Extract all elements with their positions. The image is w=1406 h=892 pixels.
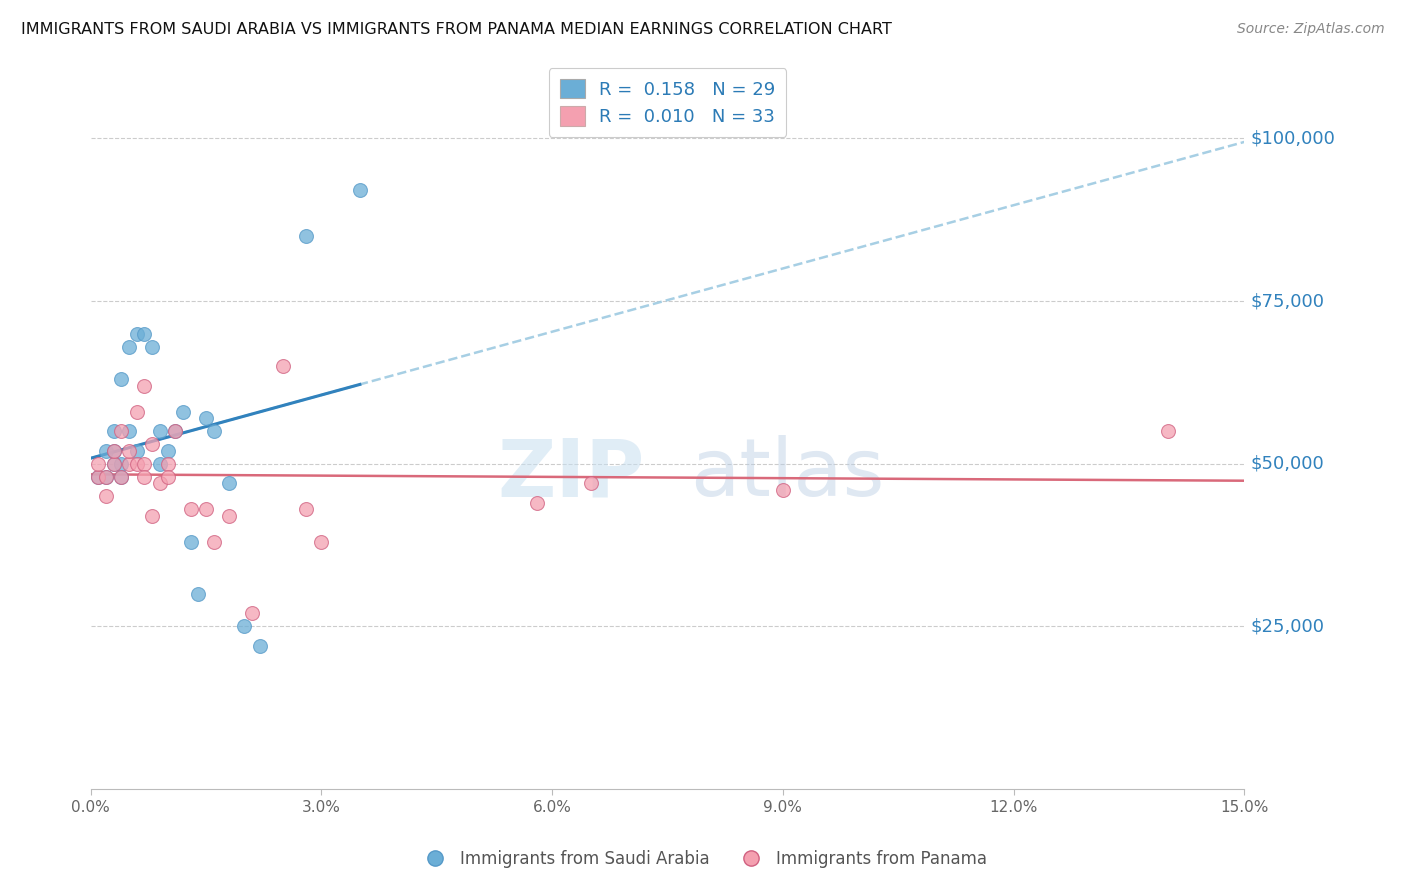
Point [526,496,548,510]
Point [249,639,271,653]
Point [94,469,117,483]
Point [134,378,156,392]
Point [195,502,218,516]
Point [87,469,110,483]
Point [349,183,371,197]
Point [218,508,240,523]
Point [110,469,132,483]
Point [218,476,240,491]
Point [772,483,794,497]
Point [134,469,156,483]
Point [103,443,125,458]
Point [87,457,110,471]
Point [156,469,179,483]
Point [311,534,333,549]
Point [165,424,187,438]
Text: $50,000: $50,000 [1250,455,1324,473]
Point [125,405,148,419]
Point [180,502,202,516]
Legend: Immigrants from Saudi Arabia, Immigrants from Panama: Immigrants from Saudi Arabia, Immigrants… [412,844,994,875]
Point [172,405,194,419]
Point [103,457,125,471]
Text: ZIP: ZIP [498,435,644,513]
Point [271,359,294,373]
Point [202,534,225,549]
Point [110,457,132,471]
Text: $25,000: $25,000 [1250,617,1324,635]
Point [141,508,163,523]
Point [94,469,117,483]
Point [195,411,218,425]
Point [149,457,172,471]
Point [118,340,141,354]
Point [125,326,148,341]
Text: $100,000: $100,000 [1250,129,1336,147]
Point [134,326,156,341]
Point [87,469,110,483]
Point [103,443,125,458]
Point [118,457,141,471]
Point [134,457,156,471]
Point [118,424,141,438]
Point [156,443,179,458]
Point [187,587,209,601]
Point [125,443,148,458]
Point [202,424,225,438]
Point [118,443,141,458]
Point [141,437,163,451]
Text: Source: ZipAtlas.com: Source: ZipAtlas.com [1237,22,1385,37]
Text: IMMIGRANTS FROM SAUDI ARABIA VS IMMIGRANTS FROM PANAMA MEDIAN EARNINGS CORRELATI: IMMIGRANTS FROM SAUDI ARABIA VS IMMIGRAN… [21,22,891,37]
Point [1156,424,1178,438]
Point [240,607,263,621]
Point [295,229,318,244]
Point [110,424,132,438]
Point [103,457,125,471]
Point [103,424,125,438]
Point [94,489,117,503]
Point [94,443,117,458]
Text: $75,000: $75,000 [1250,292,1324,310]
Legend: R =  0.158   N = 29, R =  0.010   N = 33: R = 0.158 N = 29, R = 0.010 N = 33 [548,68,786,136]
Point [110,372,132,386]
Point [233,619,256,633]
Point [180,534,202,549]
Point [125,457,148,471]
Text: atlas: atlas [690,435,884,513]
Point [149,476,172,491]
Point [165,424,187,438]
Point [156,457,179,471]
Point [295,502,318,516]
Point [141,340,163,354]
Point [579,476,602,491]
Point [149,424,172,438]
Point [110,469,132,483]
